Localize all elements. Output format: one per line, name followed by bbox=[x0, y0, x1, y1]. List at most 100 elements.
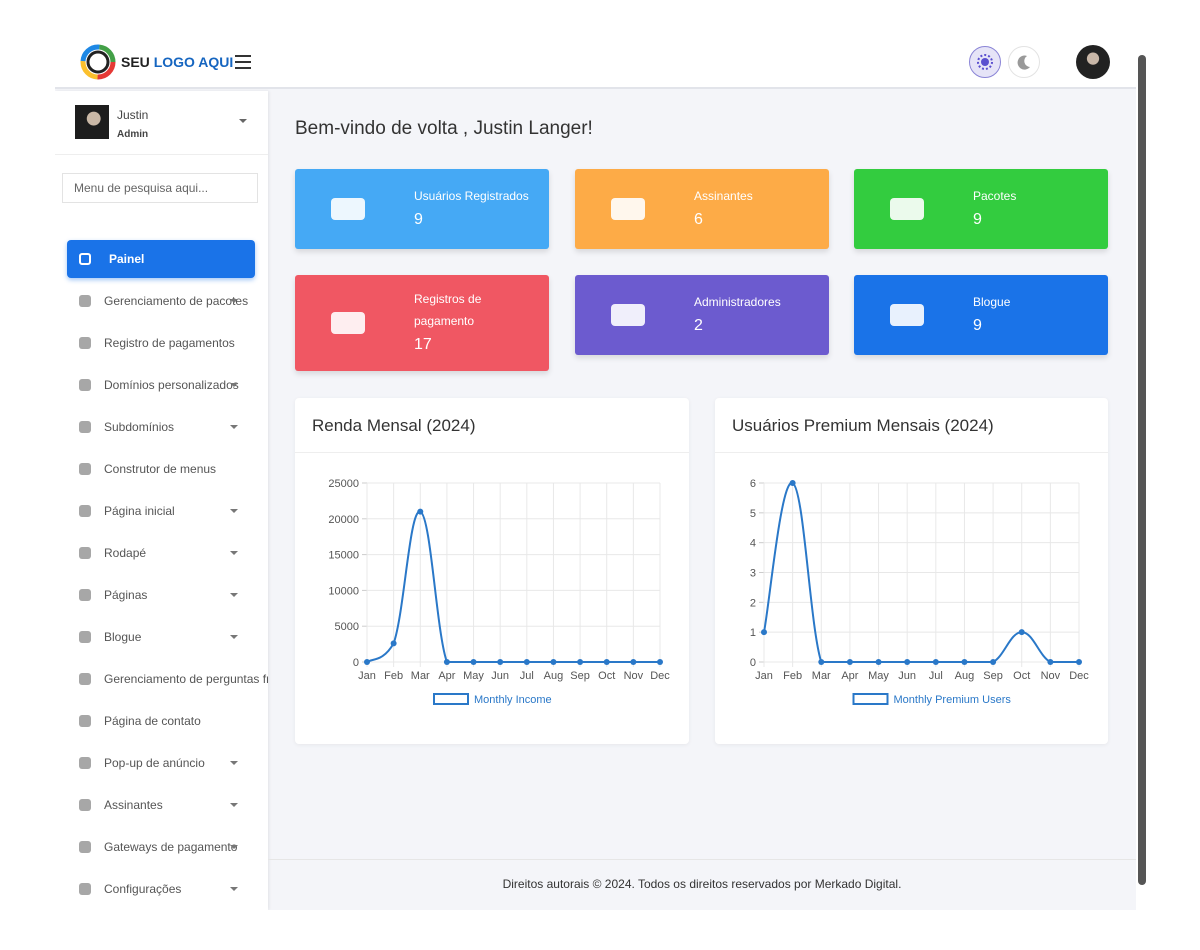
scrollbar[interactable] bbox=[1138, 55, 1146, 885]
y-tick-label: 0 bbox=[353, 657, 359, 669]
user-role: Admin bbox=[117, 129, 149, 140]
legend-label: Monthly Income bbox=[474, 694, 552, 706]
data-point bbox=[818, 659, 825, 665]
menu-caret bbox=[230, 509, 238, 513]
menu-icon bbox=[79, 463, 91, 475]
menu-item[interactable]: Domínios personalizados bbox=[67, 366, 255, 404]
menu-caret bbox=[230, 635, 238, 639]
card-label: Usuários Registrados bbox=[414, 189, 529, 203]
stat-card[interactable]: Pacotes 9 bbox=[854, 169, 1108, 249]
menu-item[interactable]: Páginas bbox=[67, 576, 255, 614]
menu-item[interactable]: Gerenciamento de perguntas fr bbox=[67, 660, 268, 698]
menu-label: Configurações bbox=[104, 882, 182, 896]
menu-label: Construtor de menus bbox=[104, 462, 217, 476]
logo-text-1: SEU bbox=[121, 54, 150, 70]
menu-toggle[interactable] bbox=[234, 54, 252, 70]
data-point bbox=[523, 659, 530, 665]
x-tick-label: Jun bbox=[898, 670, 916, 682]
menu-label: Domínios personalizados bbox=[104, 378, 239, 392]
card-icon bbox=[611, 198, 645, 220]
menu-label: Painel bbox=[109, 252, 145, 266]
menu-item[interactable]: Página inicial bbox=[67, 492, 255, 530]
x-tick-label: Nov bbox=[1041, 670, 1061, 682]
chart-panel: Usuários Premium Mensais (2024) 0 1 2 3 4 5 6 Ja… bbox=[715, 398, 1108, 744]
y-tick-label: 5000 bbox=[335, 621, 359, 633]
menu-item[interactable]: Registro de pagamentos bbox=[67, 324, 255, 362]
card-value: 9 bbox=[973, 317, 982, 334]
stat-card[interactable]: Assinantes 6 bbox=[575, 169, 829, 249]
x-tick-label: Dec bbox=[1069, 670, 1089, 682]
stat-card[interactable]: Registros de pagamento 17 bbox=[295, 275, 549, 371]
y-tick-label: 4 bbox=[750, 538, 756, 550]
user-caret[interactable] bbox=[238, 117, 248, 125]
menu-item[interactable]: Pop-up de anúncio bbox=[67, 744, 255, 782]
menu-icon bbox=[79, 547, 91, 559]
menu-caret bbox=[230, 551, 238, 555]
x-tick-label: Apr bbox=[438, 670, 455, 682]
menu-item[interactable]: Gerenciamento de pacotes bbox=[67, 282, 255, 320]
card-value: 6 bbox=[694, 211, 703, 228]
x-tick-label: Jul bbox=[929, 670, 943, 682]
card-value: 17 bbox=[414, 336, 432, 353]
menu-item[interactable]: Rodapé bbox=[67, 534, 255, 572]
menu-label: Registro de pagamentos bbox=[104, 336, 235, 350]
data-point bbox=[846, 659, 853, 665]
x-tick-label: Aug bbox=[955, 670, 975, 682]
chart: 0 5000 10000 15000 20000 25000 Jan Feb Mar Apr May… bbox=[328, 478, 670, 706]
y-tick-label: 3 bbox=[750, 568, 756, 580]
y-tick-label: 6 bbox=[750, 478, 756, 490]
y-tick-label: 10000 bbox=[328, 585, 359, 597]
card-label: Blogue bbox=[973, 295, 1011, 309]
menu-icon bbox=[79, 799, 91, 811]
menu-label: Subdomínios bbox=[104, 420, 175, 434]
x-tick-label: Mar bbox=[411, 670, 430, 682]
user-avatar[interactable] bbox=[1076, 45, 1110, 79]
menu-item[interactable]: Blogue bbox=[67, 618, 255, 656]
chart-title: Usuários Premium Mensais (2024) bbox=[732, 416, 994, 435]
legend-swatch bbox=[433, 693, 469, 705]
menu-item[interactable]: Configurações bbox=[67, 870, 255, 908]
stat-card[interactable]: Usuários Registrados 9 bbox=[295, 169, 549, 249]
menu-icon bbox=[79, 841, 91, 853]
menu-item[interactable]: Página de contato bbox=[67, 702, 255, 740]
menu-icon bbox=[79, 253, 91, 265]
menu-item[interactable]: Construtor de menus bbox=[67, 450, 255, 488]
x-tick-label: Oct bbox=[598, 670, 615, 682]
menu-caret bbox=[230, 845, 238, 849]
menu-search[interactable]: Menu de pesquisa aqui... bbox=[62, 173, 258, 203]
data-point bbox=[364, 659, 370, 665]
data-point bbox=[470, 659, 477, 665]
stat-card[interactable]: Blogue 9 bbox=[854, 275, 1108, 355]
chart-title: Renda Mensal (2024) bbox=[312, 416, 476, 435]
app-frame: SEU LOGO AQUI Justin Admin Menu de pesqu… bbox=[55, 30, 1136, 910]
menu-label: Assinantes bbox=[104, 798, 163, 812]
data-point bbox=[550, 659, 557, 665]
menu-item[interactable]: Assinantes bbox=[67, 786, 255, 824]
menu-caret bbox=[230, 887, 238, 891]
y-tick-label: 0 bbox=[750, 657, 756, 669]
x-tick-label: Dec bbox=[650, 670, 670, 682]
menu-item[interactable]: Gateways de pagamento bbox=[67, 828, 255, 866]
x-tick-label: Jul bbox=[520, 670, 534, 682]
card-value: 9 bbox=[414, 211, 423, 228]
data-point bbox=[1047, 659, 1054, 665]
y-tick-label: 15000 bbox=[328, 550, 359, 562]
menu-label: Pop-up de anúncio bbox=[104, 756, 205, 770]
data-point bbox=[497, 659, 504, 665]
y-tick-label: 25000 bbox=[328, 478, 359, 490]
menu-caret bbox=[230, 803, 238, 807]
chart-divider bbox=[295, 452, 689, 453]
y-tick-label: 2 bbox=[750, 597, 756, 609]
data-point bbox=[904, 659, 911, 665]
x-tick-label: Jun bbox=[491, 670, 509, 682]
chart: 0 1 2 3 4 5 6 Jan Feb Mar Apr May Jun Jul Aug Sep Oct Nov… bbox=[750, 478, 1089, 706]
dark-mode-button[interactable] bbox=[1008, 46, 1040, 78]
series-line bbox=[366, 510, 660, 663]
menu-item[interactable]: Subdomínios bbox=[67, 408, 255, 446]
stat-card[interactable]: Administradores 2 bbox=[575, 275, 829, 355]
menu-item[interactable]: Painel bbox=[67, 240, 255, 278]
footer-text: Direitos autorais © 2024. Todos os direi… bbox=[502, 877, 902, 891]
card-label: Administradores bbox=[694, 295, 781, 309]
light-mode-button[interactable] bbox=[969, 46, 1001, 78]
